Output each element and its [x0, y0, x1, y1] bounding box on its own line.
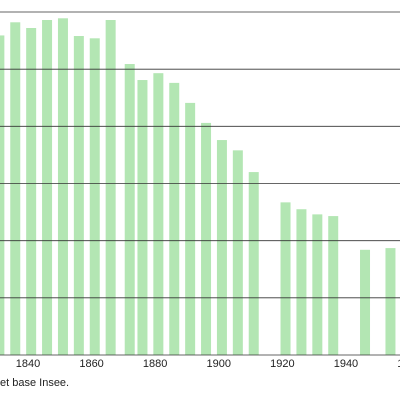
source-note: et base Insee. — [0, 377, 69, 389]
bar — [89, 38, 100, 356]
x-tick-label: 1900 — [207, 358, 231, 370]
bar — [26, 28, 37, 356]
x-tick-label: 1840 — [16, 358, 40, 370]
x-tick-label: 1860 — [79, 358, 103, 370]
bar — [153, 73, 164, 355]
bar — [73, 36, 84, 355]
bar — [385, 248, 396, 355]
bar — [0, 35, 5, 356]
bar — [137, 80, 148, 356]
bar — [42, 20, 53, 356]
bar — [57, 18, 68, 356]
bar — [185, 102, 196, 356]
bar — [124, 64, 135, 355]
bar — [216, 140, 227, 355]
bar — [296, 209, 307, 355]
x-tick-label: 1920 — [270, 358, 294, 370]
bar — [232, 150, 243, 355]
bar — [360, 249, 371, 355]
bar — [10, 22, 21, 355]
x-tick-label: 1940 — [334, 358, 358, 370]
x-tick-label: 1960 — [397, 358, 400, 370]
x-tick-label: 1880 — [143, 358, 167, 370]
bar — [328, 216, 339, 355]
bar — [201, 122, 212, 355]
bar — [105, 20, 116, 356]
bar — [312, 214, 323, 355]
bar — [248, 172, 259, 355]
bar — [280, 202, 291, 355]
bar — [169, 82, 180, 356]
